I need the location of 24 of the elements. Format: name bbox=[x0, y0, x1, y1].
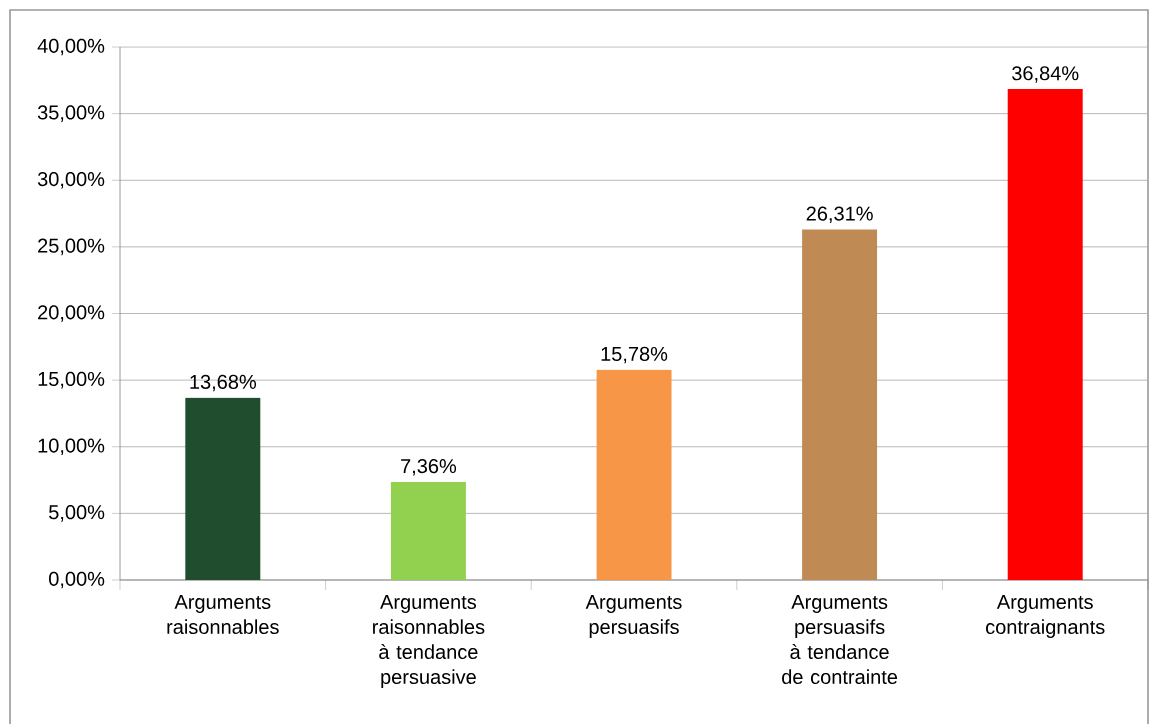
x-tick-label: Arguments persuasifs bbox=[585, 595, 682, 638]
x-tick-label: Arguments raisonnables à tendance persuasive bbox=[373, 595, 485, 688]
y-tick-label: 10,00% bbox=[38, 438, 105, 456]
data-label: 26,31% bbox=[806, 206, 873, 224]
bar bbox=[390, 481, 466, 580]
y-tick-label: 5,00% bbox=[49, 505, 105, 522]
bar bbox=[596, 369, 672, 580]
x-tick-label: Arguments contraignants bbox=[986, 595, 1105, 638]
y-tick-label: 30,00% bbox=[37, 172, 105, 189]
data-label: 7,36% bbox=[401, 459, 457, 476]
bar bbox=[802, 229, 878, 580]
x-tick-label: Arguments raisonnables bbox=[167, 595, 279, 635]
y-tick-label: 20,00% bbox=[38, 305, 105, 322]
y-tick-label: 35,00% bbox=[37, 105, 105, 122]
data-label: 36,84% bbox=[1012, 66, 1079, 83]
data-label: 15,78% bbox=[601, 346, 668, 364]
bar bbox=[1007, 89, 1083, 580]
data-label: 13,68% bbox=[190, 374, 257, 392]
bar bbox=[185, 397, 261, 580]
y-tick-label: 15,00% bbox=[38, 371, 105, 389]
y-tick-label: 25,00% bbox=[38, 238, 105, 256]
y-tick-label: 40,00% bbox=[37, 38, 105, 56]
y-tick-label: 0,00% bbox=[49, 571, 105, 589]
x-tick-label: Arguments persuasifs à tendance de contrainte bbox=[782, 595, 898, 685]
